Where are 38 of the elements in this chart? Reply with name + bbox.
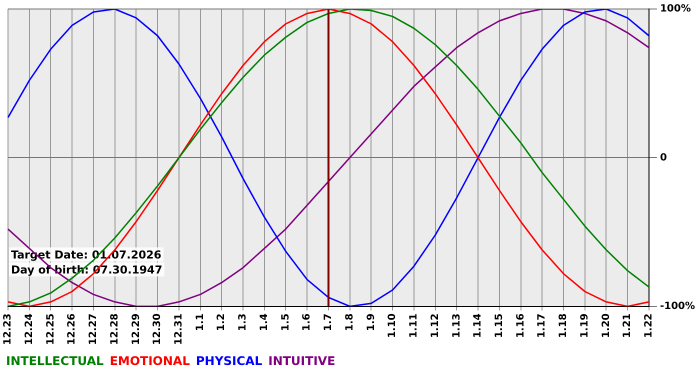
y-tick-label: 100% bbox=[660, 4, 691, 15]
text: PHYSICAL bbox=[196, 354, 262, 368]
x-tick-label: 1.6 bbox=[302, 313, 313, 332]
x-tick-label: 1.10 bbox=[387, 313, 398, 338]
x-tick-label: 12.28 bbox=[109, 313, 120, 346]
x-tick-label: 1.11 bbox=[408, 313, 420, 338]
x-tick-label: 1.14 bbox=[472, 313, 484, 338]
x-tick-label: 1.16 bbox=[515, 313, 526, 338]
x-tick-label: 1.1 bbox=[194, 313, 206, 332]
x-tick-label: 12.30 bbox=[152, 313, 164, 346]
y-tick-label: 0 bbox=[660, 152, 667, 164]
x-tick-label: 1.8 bbox=[344, 313, 356, 332]
x-tick-label: 12.25 bbox=[45, 313, 56, 346]
x-tick-label: 1.2 bbox=[216, 313, 228, 332]
text: EMOTIONAL bbox=[110, 354, 190, 368]
x-tick-label: 12.27 bbox=[88, 313, 100, 346]
x-tick-label: 12.31 bbox=[174, 313, 185, 346]
x-tick-label: 1.15 bbox=[494, 313, 505, 338]
x-tick-label: 12.26 bbox=[66, 313, 78, 346]
x-tick-label: 1.21 bbox=[622, 313, 634, 338]
text: INTUITIVE bbox=[268, 354, 336, 368]
x-tick-label: 1.9 bbox=[366, 313, 377, 332]
x-tick-label: 1.13 bbox=[451, 313, 462, 338]
x-tick-label: 1.4 bbox=[258, 313, 270, 332]
x-tick-label: 1.5 bbox=[280, 313, 292, 332]
x-tick-label: 12.24 bbox=[24, 313, 35, 346]
x-tick-label: 1.3 bbox=[238, 313, 249, 332]
text: INTELLECTUAL bbox=[6, 354, 104, 368]
x-tick-label: 12.29 bbox=[130, 313, 142, 346]
x-tick-label: 1.22 bbox=[644, 313, 655, 338]
x-tick-label: 12.23 bbox=[2, 313, 14, 346]
x-tick-label: 1.12 bbox=[430, 313, 441, 338]
x-tick-label: 1.7 bbox=[323, 313, 334, 332]
x-tick-label: 1.20 bbox=[600, 313, 612, 338]
x-tick-label: 1.18 bbox=[558, 313, 570, 338]
x-tick-label: 1.19 bbox=[579, 313, 590, 338]
y-tick-label: -100% bbox=[660, 300, 696, 312]
x-tick-label: 1.17 bbox=[536, 313, 548, 338]
